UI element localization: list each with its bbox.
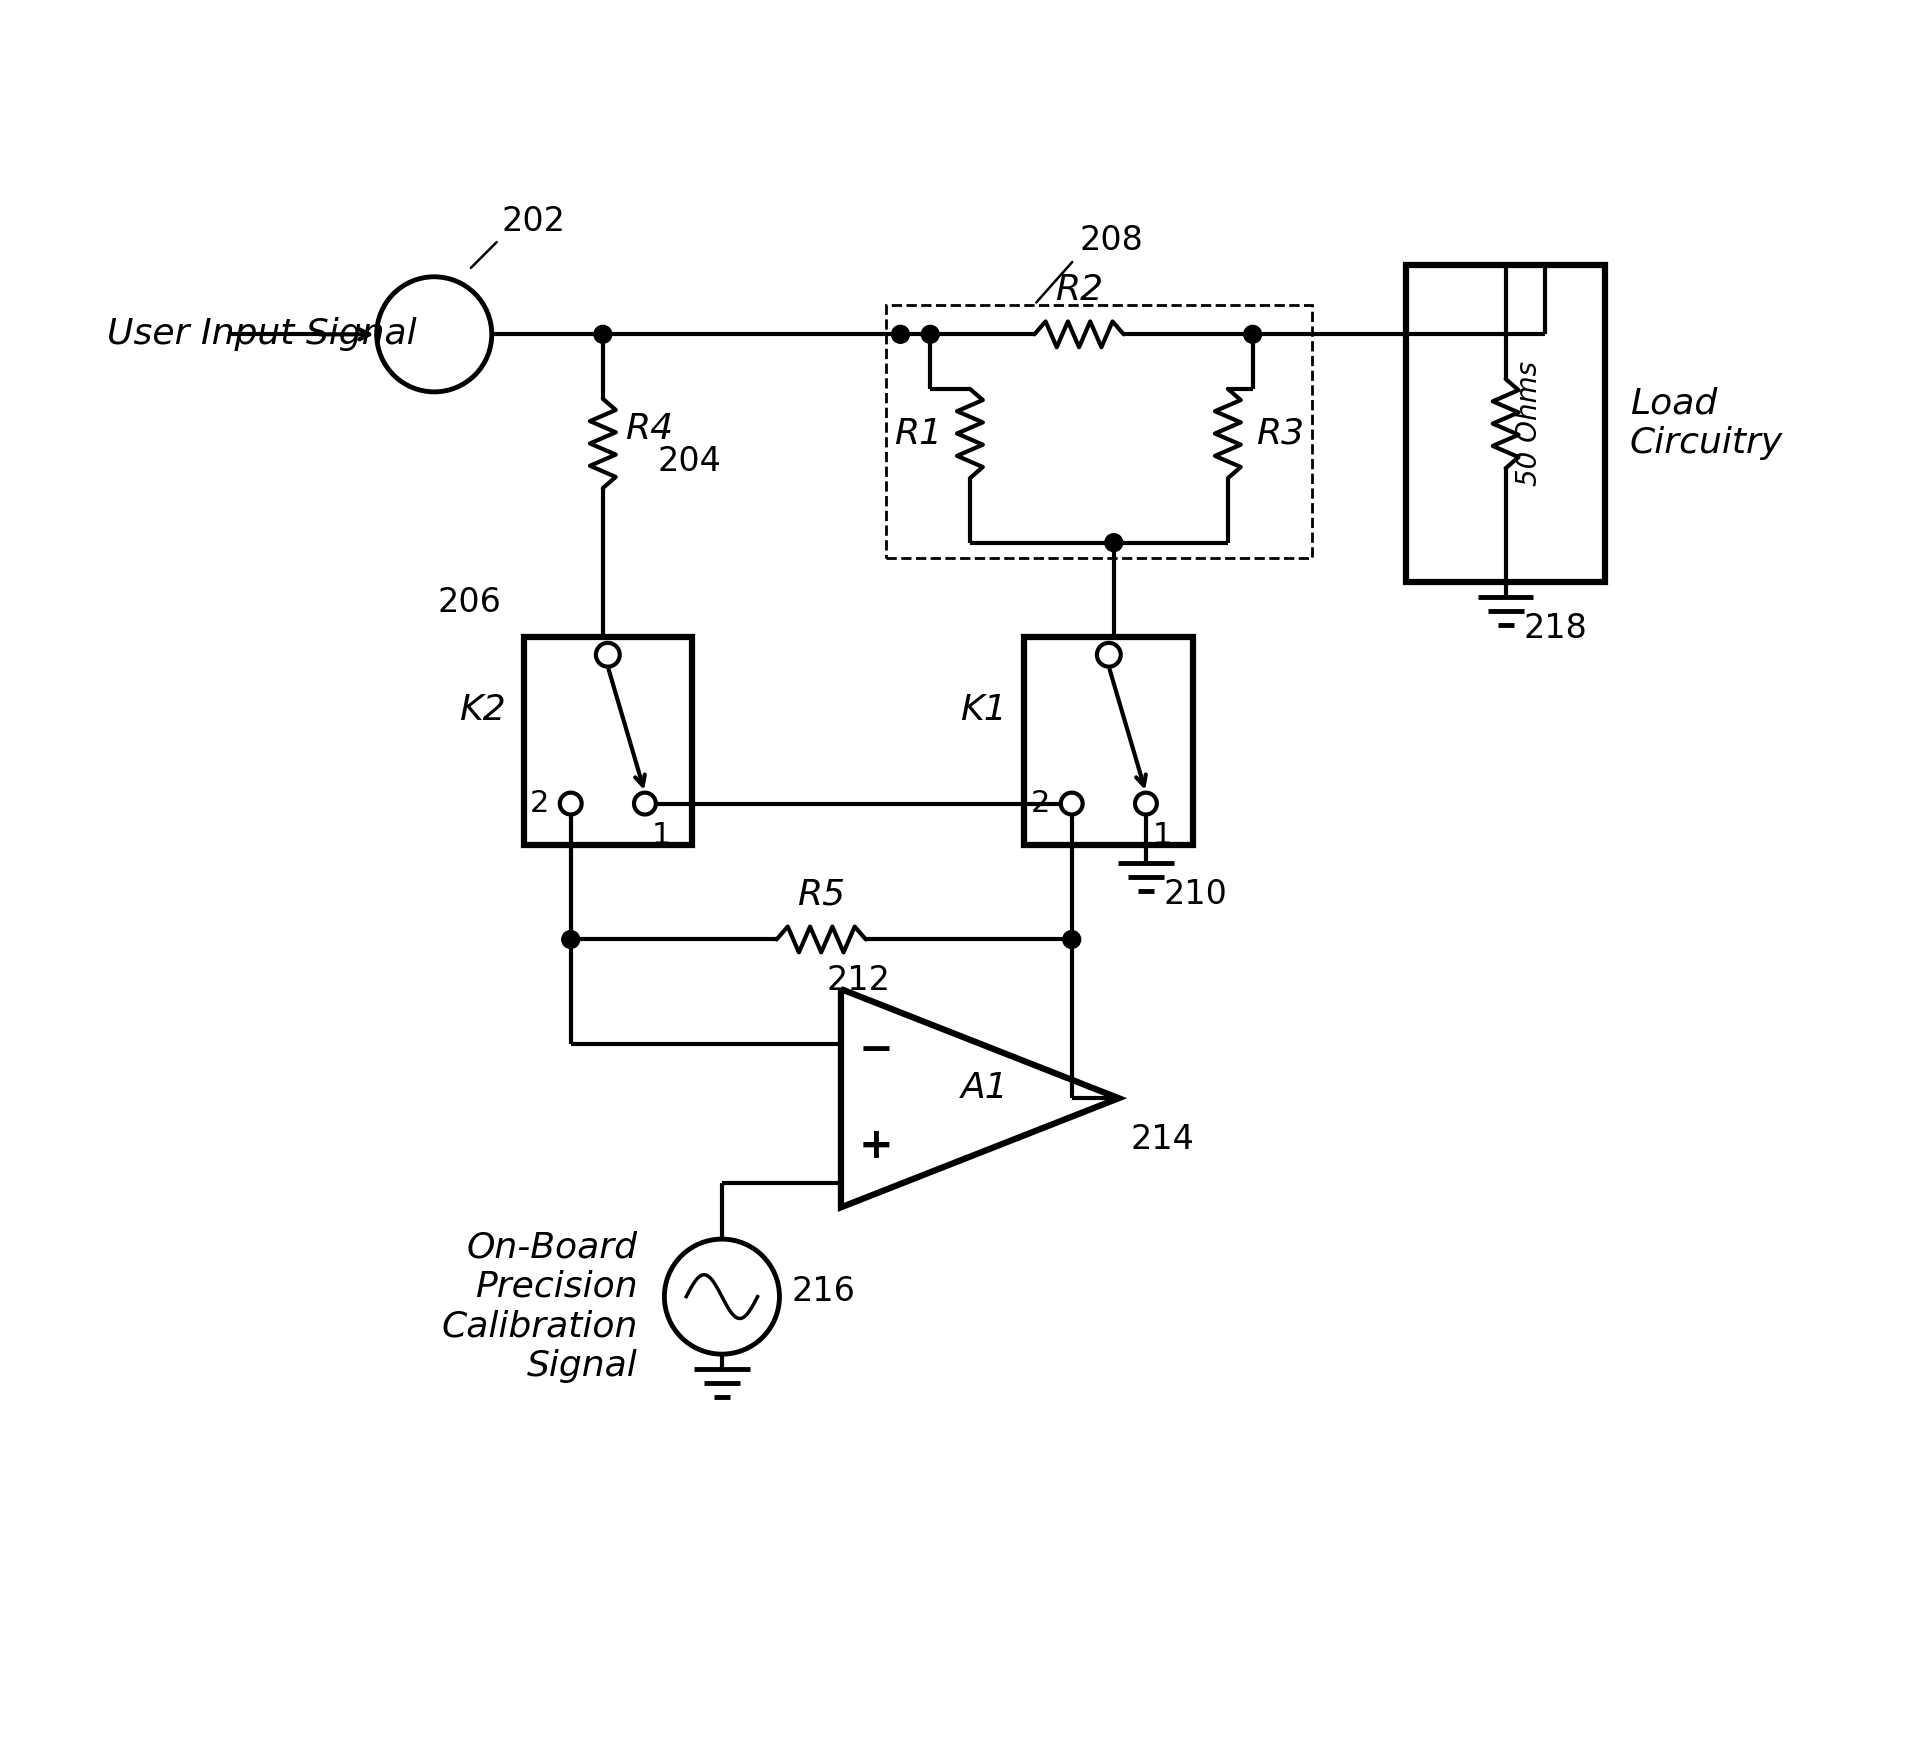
Circle shape: [921, 326, 940, 343]
Text: 2: 2: [1030, 789, 1049, 817]
Text: 202: 202: [502, 205, 565, 238]
Circle shape: [1063, 931, 1080, 948]
Text: +: +: [859, 1125, 894, 1167]
Circle shape: [1244, 326, 1261, 343]
Circle shape: [594, 326, 611, 343]
Circle shape: [892, 326, 909, 343]
Bar: [1024, 637, 1194, 845]
Text: R3: R3: [1255, 416, 1303, 450]
Bar: [1407, 264, 1605, 583]
Text: −: −: [859, 1029, 894, 1071]
Text: A1: A1: [961, 1071, 1009, 1106]
Text: On-Board
Precision
Calibration
Signal: On-Board Precision Calibration Signal: [442, 1230, 638, 1383]
Text: 50 Ohms: 50 Ohms: [1515, 360, 1543, 487]
Text: K2: K2: [459, 693, 505, 726]
Text: 212: 212: [826, 964, 890, 998]
Text: 206: 206: [438, 586, 502, 619]
Text: K1: K1: [959, 693, 1007, 726]
Text: 204: 204: [657, 444, 721, 478]
Text: 208: 208: [1078, 224, 1144, 257]
Text: 1: 1: [652, 821, 671, 850]
Text: R2: R2: [1055, 273, 1103, 306]
Text: R5: R5: [798, 878, 846, 912]
Circle shape: [1105, 534, 1122, 551]
Text: User Input Signal: User Input Signal: [108, 317, 417, 352]
Bar: [886, 304, 1313, 558]
Text: 210: 210: [1165, 878, 1228, 912]
Circle shape: [561, 931, 580, 948]
Text: 214: 214: [1130, 1124, 1194, 1157]
Text: R1: R1: [894, 416, 942, 450]
Text: R4: R4: [625, 411, 673, 446]
Text: 216: 216: [792, 1276, 855, 1309]
Text: 218: 218: [1524, 612, 1588, 646]
Text: 2: 2: [530, 789, 550, 817]
Bar: [523, 637, 692, 845]
Text: Load
Circuitry: Load Circuitry: [1630, 387, 1784, 460]
Text: 1: 1: [1153, 821, 1172, 850]
